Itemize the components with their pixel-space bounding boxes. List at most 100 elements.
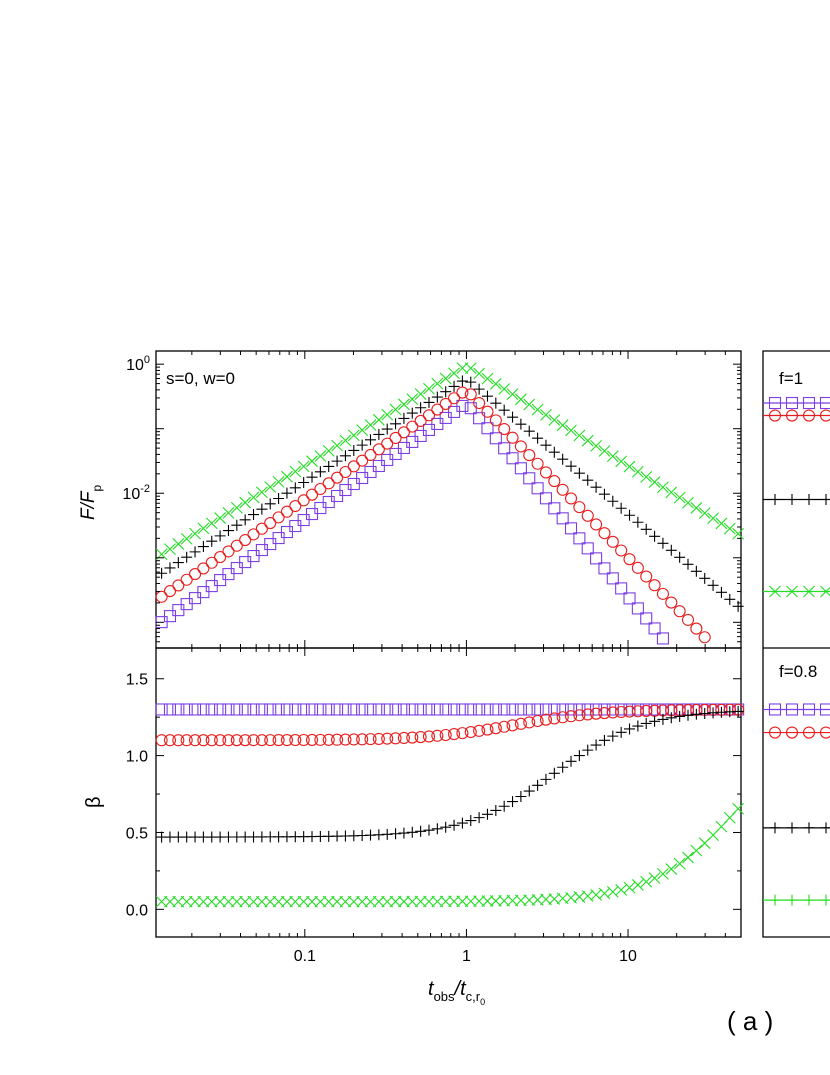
beta-series-1-point-23 [347,733,360,746]
x-tick-label: 1 [462,948,471,965]
flux-series-marks [155,362,745,645]
beta-series-3-point-33 [431,895,444,908]
flux-series-3-point-38 [473,367,486,380]
flux-series-1-point-2 [172,579,185,592]
flux-series-1-point-29 [397,426,410,439]
beta-series-3-point-18 [306,895,318,908]
right-top-series-2-point-1 [786,494,798,505]
beta-series-2-point-61 [665,712,677,724]
right-bottom-series-0-point-2 [802,703,816,716]
beta-series-0-point-39 [481,703,494,716]
beta-series-2-point-64 [690,708,702,720]
flux-series-1-point-52 [590,518,603,531]
beta-series-1-point-44 [523,716,536,729]
flux-series-1-point-14 [272,511,285,524]
flux-series-1-point-48 [556,483,569,496]
beta-series-2-point-43 [515,790,527,802]
flux-series-3-point-60 [657,481,669,494]
beta-series-2-point-37 [465,815,477,827]
beta-series-2-point-29 [398,827,410,839]
flux-series-2-point-60 [657,537,669,549]
flux-series-2-point-32 [423,396,435,408]
beta-series-0-point-2 [172,703,185,716]
flux-series-2-point-57 [632,516,644,528]
flux-series-3-point-15 [281,470,293,483]
flux-series-3-point-30 [406,393,419,406]
beta-series-3-point-15 [281,895,293,908]
right-bottom-series-1-point-1 [785,726,799,739]
beta-series-2-point-65 [699,708,711,720]
flux-series-3-point-44 [523,398,536,411]
flux-series-0-point-42 [506,452,519,465]
flux-series-2-point-50 [573,467,585,479]
beta-series-0-point-13 [264,703,277,716]
right-bottom-series-2-point-0 [769,822,781,834]
flux-series-0-point-37 [464,402,477,415]
beta-series-3-point-17 [297,895,310,908]
flux-series-1-point-49 [564,492,578,505]
flux-series-0-point-48 [556,512,569,525]
flux-series-2-point-53 [598,488,610,500]
beta-series-3-point-57 [631,879,644,891]
beta-series-0-point-1 [163,703,177,716]
beta-series-1-point-46 [539,713,553,726]
flux-series-1-point-12 [255,522,268,535]
beta-series-1-point-11 [247,734,260,747]
beta-series-0-point-42 [506,703,519,716]
beta-series-1-point-19 [314,733,327,746]
beta-series-3-point-36 [456,895,469,908]
right-top-series-0-point-0 [768,396,782,410]
right-top-series-2-point-3 [820,494,830,505]
flux-series-3-point-51 [581,434,594,447]
flux-series-3-point-6 [205,517,218,530]
flux-series-3-point-67 [715,517,728,530]
right-top-series-0-point-1 [785,396,799,410]
right-top-series-1-point-0 [768,409,782,422]
flux-series-2-point-37 [465,376,477,388]
beta-series-0-point-23 [347,703,360,716]
beta-series-2-point-54 [607,730,619,742]
beta-series-1-point-27 [381,732,394,745]
beta-series-2-point-38 [473,812,485,824]
flux-series-2-point-5 [197,541,209,553]
beta-series-1-point-53 [598,706,611,720]
beta-series-3-point-64 [690,844,703,857]
flux-series-3-point-53 [598,445,611,457]
flux-series-0-point-60 [656,632,669,645]
beta-series-3-point-2 [172,895,185,908]
right-series-marks [763,396,830,906]
beta-series-3-point-34 [439,895,452,908]
xlabel-main: t [428,978,435,1000]
flux-series-1-point-42 [506,431,519,444]
flux-series-3-point-21 [331,439,343,452]
right-panels: f=1 f=0.8 [762,350,830,938]
flux-series-2-point-31 [415,402,427,414]
flux-series-2-point-64 [690,565,702,577]
beta-series-0-point-5 [197,703,210,716]
beta-series-3-point-56 [623,881,636,894]
beta-series-0-point-21 [331,703,344,716]
beta-series-2-point-60 [657,713,669,725]
flux-series-1-point-5 [197,562,210,575]
flux-series-1-point-11 [247,528,260,541]
flux-series-2-point-46 [540,439,552,451]
flux-series-3-point-22 [339,434,352,447]
flux-series-0-point-39 [481,422,494,435]
flux-series-2-point-1 [164,562,176,574]
flux-series-2-point-59 [649,530,661,542]
beta-series-3-point-28 [389,895,402,908]
beta-series-1-point-43 [514,717,527,730]
beta-series-1-point-29 [397,731,410,745]
flux-annotation: s=0, w=0 [166,369,235,388]
y-tick-label: 1.0 [126,749,148,766]
flux-series-2-point-2 [172,557,184,569]
beta-series-2-point-33 [431,823,443,835]
beta-series-3-point-21 [331,895,343,908]
flux-series-0-point-36 [456,399,469,412]
beta-series-1-point-15 [280,734,293,747]
flux-series-2-point-61 [665,544,677,556]
beta-series-1-point-4 [188,734,202,747]
beta-series-1-point-8 [222,734,235,747]
xlabel-sub1: obs [434,989,455,1004]
flux-series-1-point-21 [331,471,344,484]
